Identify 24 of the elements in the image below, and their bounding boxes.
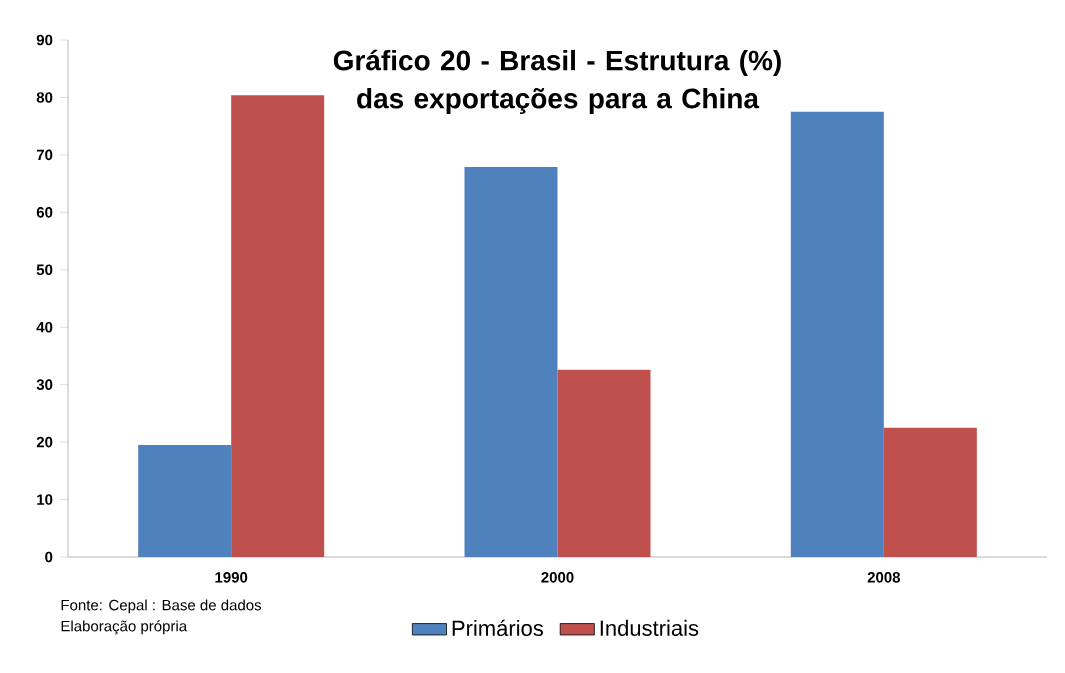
y-tick-label: 20 [36,436,53,448]
x-tick-label: 1990 [215,572,248,583]
legend-label: Industriais [600,619,699,636]
y-tick-label: 90 [36,34,53,46]
y-tick-label: 70 [36,149,53,161]
y-tick-label: 30 [36,379,53,390]
y-tick-label: 50 [36,264,53,276]
x-tick-label: 2008 [867,572,901,583]
bar [138,444,232,557]
bar [231,95,325,557]
source-note: Fonte: Cepal : Base de dados [61,599,262,614]
bar [464,166,558,557]
y-tick-label: 10 [37,494,53,505]
bar [790,111,884,557]
bar [557,369,651,557]
text: Elaboração própria [61,620,188,635]
x-tick-label: 2000 [541,572,574,583]
bar [883,427,977,557]
text: Gráfico 20 - Brasil - Estrutura (%) das exportações para a China [333,49,781,114]
y-tick-label: 0 [45,551,53,563]
legend-label: Primários [452,619,543,637]
y-tick-label: 80 [36,92,53,103]
y-tick-label: 60 [36,207,53,218]
y-tick-label: 40 [36,321,53,333]
